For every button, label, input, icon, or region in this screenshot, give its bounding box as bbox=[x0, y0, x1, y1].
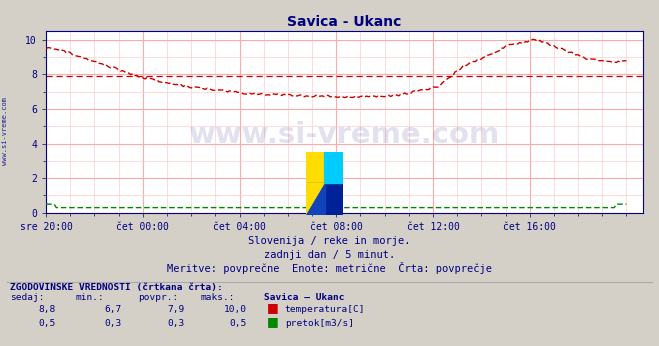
Text: Slovenija / reke in morje.: Slovenija / reke in morje. bbox=[248, 236, 411, 246]
Text: ■: ■ bbox=[267, 315, 279, 328]
Text: 0,3: 0,3 bbox=[105, 319, 122, 328]
Text: zadnji dan / 5 minut.: zadnji dan / 5 minut. bbox=[264, 250, 395, 260]
Text: pretok[m3/s]: pretok[m3/s] bbox=[285, 319, 354, 328]
Text: maks.:: maks.: bbox=[201, 293, 235, 302]
Bar bbox=[306, 152, 325, 183]
Polygon shape bbox=[306, 183, 325, 215]
Text: ■: ■ bbox=[267, 301, 279, 314]
Title: Savica - Ukanc: Savica - Ukanc bbox=[287, 15, 401, 29]
Text: min.:: min.: bbox=[76, 293, 105, 302]
Text: Savica – Ukanc: Savica – Ukanc bbox=[264, 293, 344, 302]
Text: ZGODOVINSKE VREDNOSTI (črtkana črta):: ZGODOVINSKE VREDNOSTI (črtkana črta): bbox=[10, 283, 223, 292]
Bar bbox=[325, 183, 343, 215]
Polygon shape bbox=[306, 183, 325, 215]
Text: 0,5: 0,5 bbox=[230, 319, 247, 328]
Text: www.si-vreme.com: www.si-vreme.com bbox=[2, 98, 9, 165]
Bar bbox=[325, 152, 343, 183]
Text: sedaj:: sedaj: bbox=[10, 293, 44, 302]
Text: www.si-vreme.com: www.si-vreme.com bbox=[188, 121, 500, 149]
Text: 0,5: 0,5 bbox=[39, 319, 56, 328]
Text: 0,3: 0,3 bbox=[167, 319, 185, 328]
Polygon shape bbox=[325, 152, 343, 183]
Text: povpr.:: povpr.: bbox=[138, 293, 179, 302]
Text: 10,0: 10,0 bbox=[224, 305, 247, 314]
Text: 8,8: 8,8 bbox=[39, 305, 56, 314]
Text: temperatura[C]: temperatura[C] bbox=[285, 305, 365, 314]
Bar bbox=[306, 183, 325, 215]
Text: 7,9: 7,9 bbox=[167, 305, 185, 314]
Text: 6,7: 6,7 bbox=[105, 305, 122, 314]
Polygon shape bbox=[325, 152, 343, 183]
Text: Meritve: povprečne  Enote: metrične  Črta: povprečje: Meritve: povprečne Enote: metrične Črta:… bbox=[167, 262, 492, 274]
